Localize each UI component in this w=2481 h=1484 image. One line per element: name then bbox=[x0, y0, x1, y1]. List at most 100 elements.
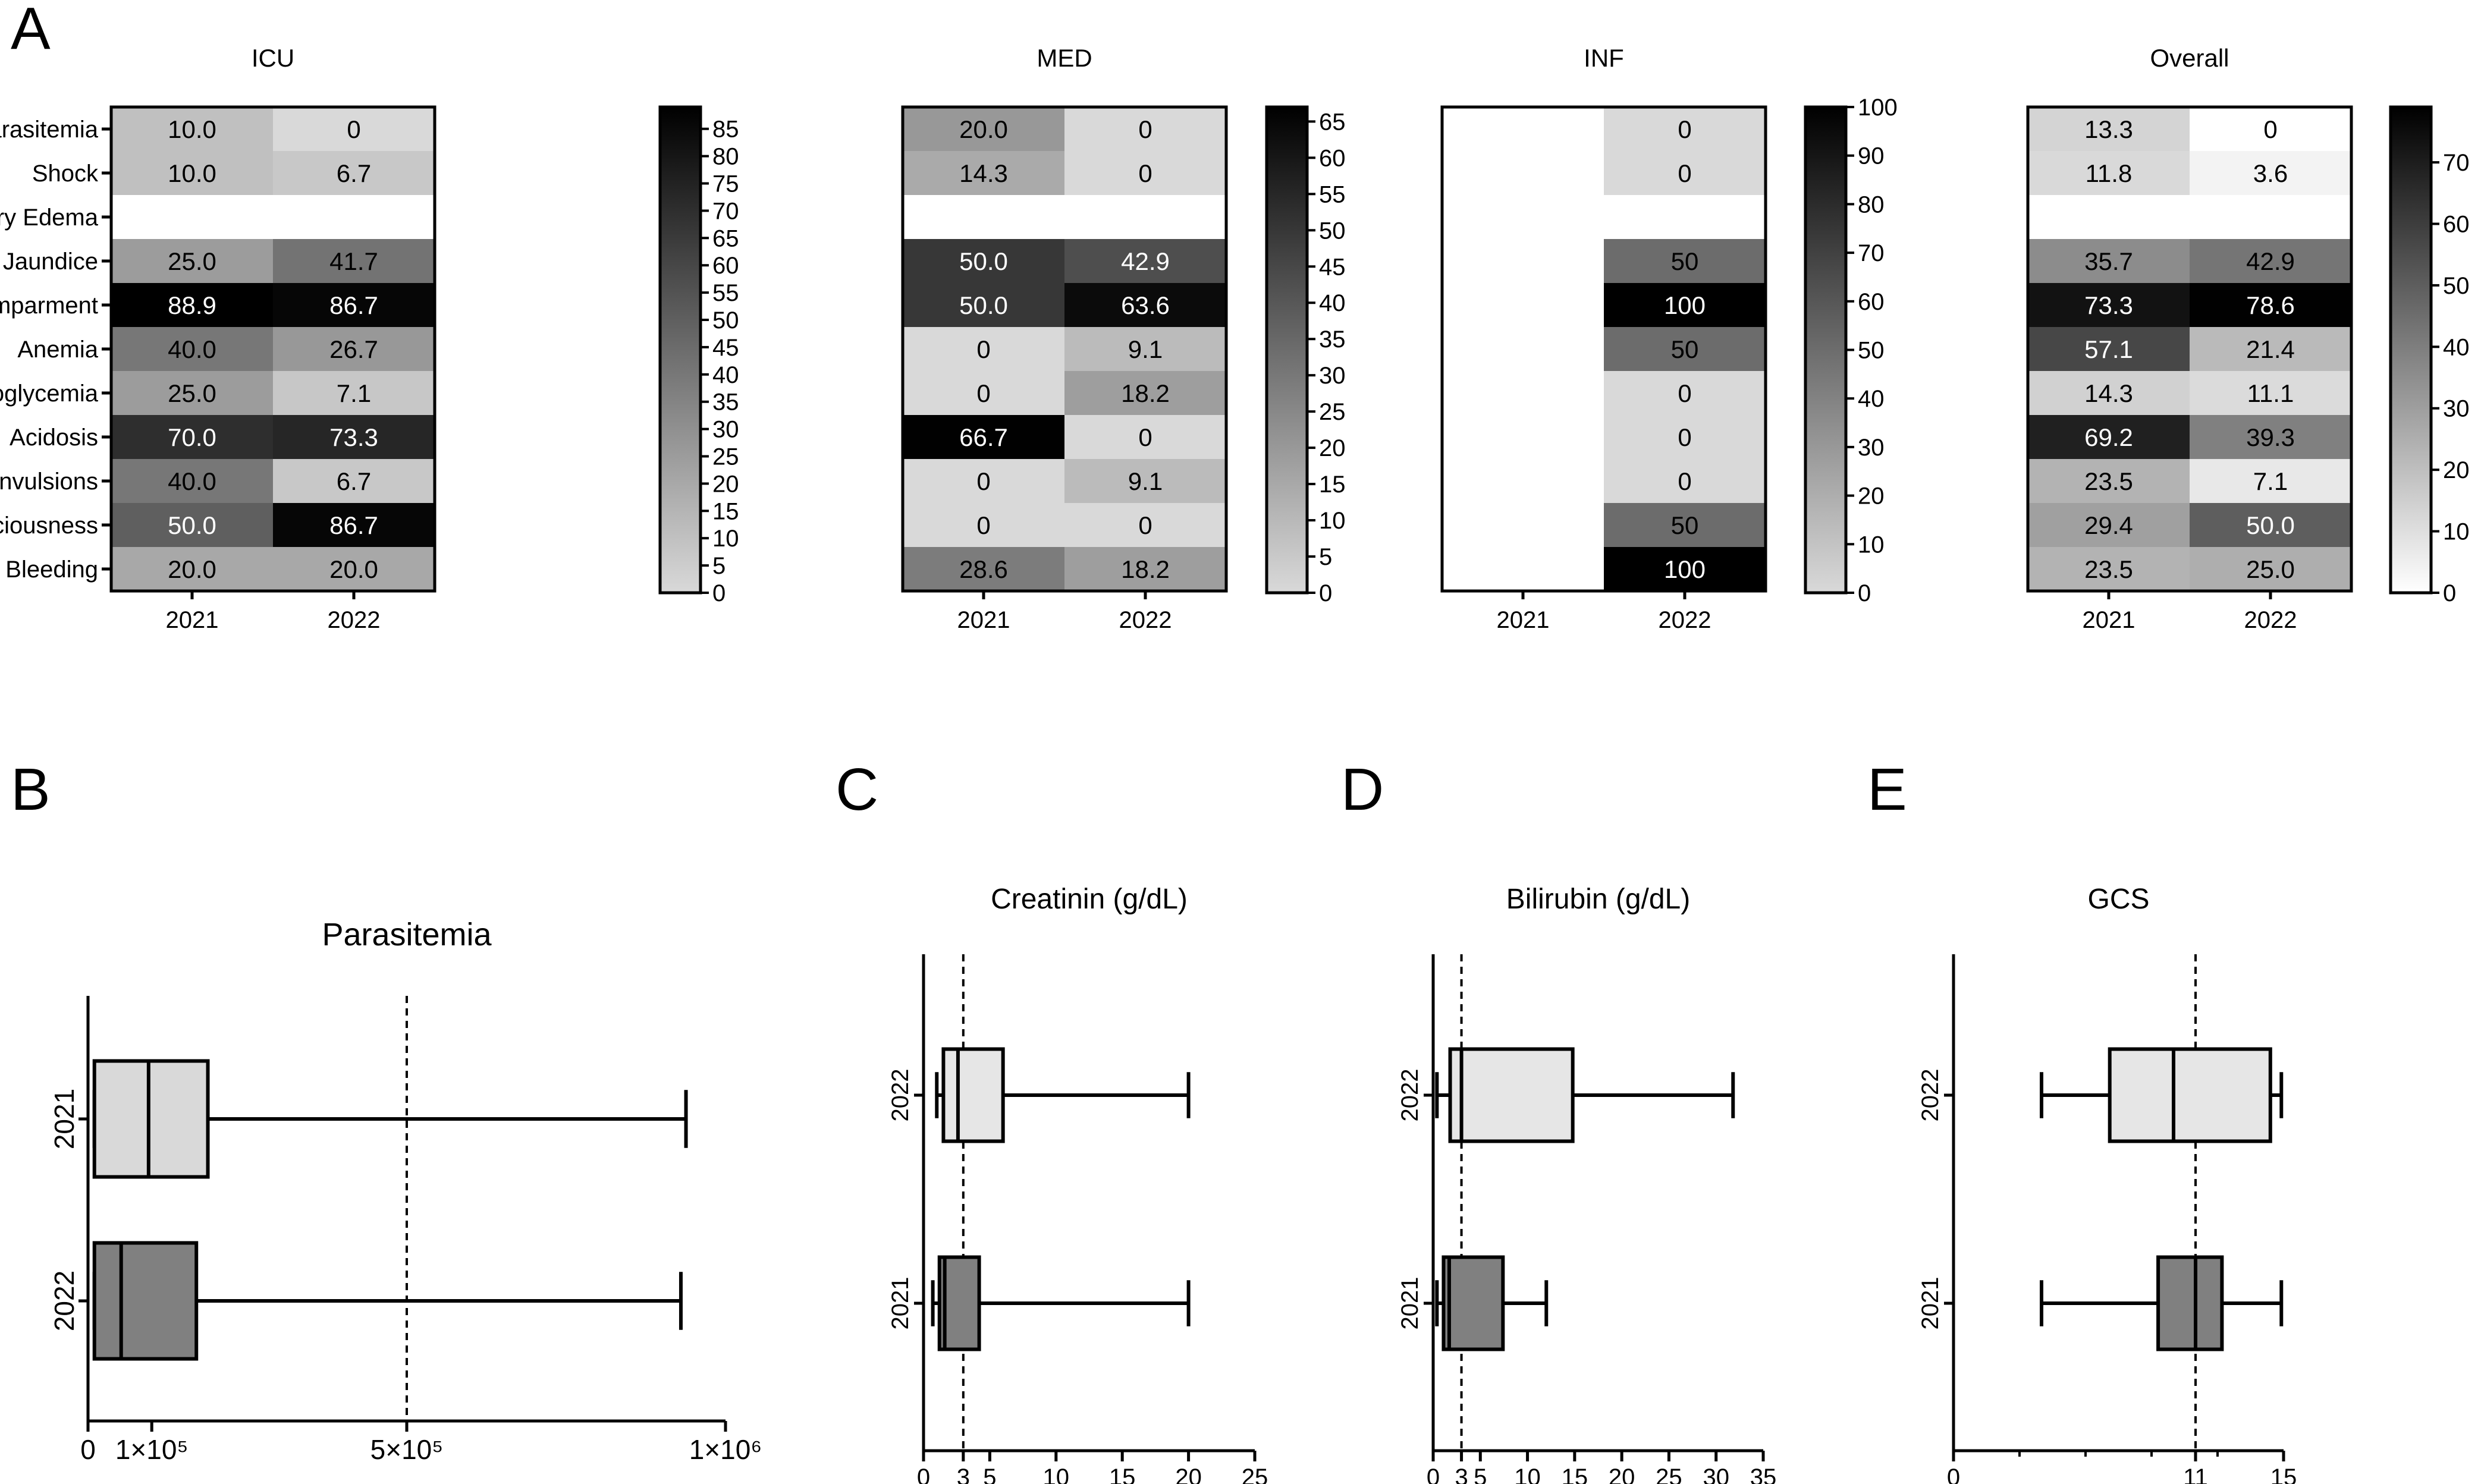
heatmap-cell bbox=[903, 327, 1064, 371]
heatmap-cell-value: 18.2 bbox=[1121, 379, 1170, 407]
heatmap-cell-value: 0 bbox=[976, 467, 990, 495]
heatmap-cell bbox=[1064, 503, 1226, 547]
heatmap-cell-value: 40.0 bbox=[168, 467, 216, 495]
colorbar-tick-label: 25 bbox=[1319, 399, 1346, 425]
heatmap-cell-value: 42.9 bbox=[2246, 247, 2295, 275]
colorbar-tick-label: 60 bbox=[712, 253, 739, 279]
y-category-label-2022: 2022 bbox=[887, 1069, 913, 1122]
heatmap-cell-value: 0 bbox=[1678, 467, 1691, 495]
heatmap-cell bbox=[1442, 547, 1604, 591]
heatmap-cell bbox=[273, 283, 435, 327]
heatmap-col-label-2021: 2021 bbox=[166, 607, 219, 633]
heatmap-cell-value: 50.0 bbox=[959, 247, 1008, 275]
heatmap-cell-value: 86.7 bbox=[329, 291, 378, 319]
heatmap-cell-value: 70.0 bbox=[168, 423, 216, 451]
colorbar bbox=[658, 105, 702, 595]
panel-label-d: D bbox=[1341, 756, 1384, 823]
heatmap-cell bbox=[2028, 283, 2190, 327]
heatmap-overall: Overall 13.3 0 11.8 3.6 35.7 42.9 73.3 78.6 57.1 2… bbox=[2026, 44, 2470, 633]
x-tick-label: 0 bbox=[1427, 1464, 1440, 1484]
heatmap-cell-value: 20.0 bbox=[168, 555, 216, 583]
x-tick-label: 5 bbox=[1474, 1464, 1487, 1484]
heatmap-cell bbox=[111, 239, 273, 283]
heatmap-cell bbox=[111, 503, 273, 547]
y-category-label-2022: 2022 bbox=[1917, 1069, 1943, 1122]
colorbar-tick-label: 10 bbox=[1858, 532, 1885, 558]
heatmap-cell-value: 0 bbox=[2263, 115, 2277, 143]
heatmap-cell-value: 25.0 bbox=[168, 379, 216, 407]
heatmap-row-label-shock: Shock bbox=[32, 161, 99, 187]
colorbar-tick-label: 5 bbox=[712, 553, 726, 579]
colorbar-tick-label: 45 bbox=[712, 335, 739, 361]
heatmap-cell-value: 6.7 bbox=[337, 159, 371, 187]
heatmap-cell-value: 100 bbox=[1664, 291, 1706, 319]
colorbar-tick-label: 75 bbox=[712, 171, 739, 197]
heatmap-cell bbox=[2190, 459, 2351, 503]
colorbar-tick-label: 30 bbox=[1319, 363, 1346, 389]
colorbar-tick-label: 10 bbox=[712, 526, 739, 552]
heatmap-cell bbox=[273, 415, 435, 459]
colorbar-tick-label: 40 bbox=[712, 362, 739, 388]
x-tick-label: 20 bbox=[1609, 1464, 1635, 1484]
colorbar-tick-label: 30 bbox=[712, 417, 739, 443]
colorbar-tick-label: 5 bbox=[1319, 544, 1332, 570]
heatmap-cell-value: 0 bbox=[1678, 423, 1691, 451]
heatmap-cell bbox=[111, 371, 273, 415]
colorbar-tick-label: 10 bbox=[2443, 519, 2470, 545]
heatmap-cell bbox=[1604, 327, 1766, 371]
heatmap-cell-value: 0 bbox=[1678, 159, 1691, 187]
heatmap-cell-value: 11.1 bbox=[2247, 379, 2294, 407]
heatmap-cell-value: 13.3 bbox=[2084, 115, 2133, 143]
colorbar-tick-label: 35 bbox=[1319, 326, 1346, 353]
heatmap-cell bbox=[2028, 151, 2190, 195]
colorbar-tick-label: 50 bbox=[1858, 338, 1885, 364]
heatmap-inf: INF 0 0 50 100 50 0 0 0 50 100 2021 2022 0 10 20 30 40 50 6… bbox=[1440, 44, 1898, 633]
colorbar-tick-label: 0 bbox=[1858, 580, 1871, 606]
x-tick-label: 1×10⁶ bbox=[689, 1434, 762, 1465]
heatmap-cell-value: 7.1 bbox=[2253, 467, 2288, 495]
heatmap-cell bbox=[2028, 327, 2190, 371]
heatmap-cell bbox=[1604, 459, 1766, 503]
heatmap-cell-value: 42.9 bbox=[1121, 247, 1170, 275]
heatmap-cell bbox=[1604, 195, 1766, 239]
heatmap-cell-value: 41.7 bbox=[329, 247, 378, 275]
heatmap-cell bbox=[1604, 151, 1766, 195]
heatmap-cell-value: 0 bbox=[976, 511, 990, 539]
colorbar-tick-label: 0 bbox=[1319, 580, 1332, 606]
box-2022 bbox=[92, 1241, 199, 1361]
x-tick-label: 25 bbox=[1242, 1464, 1268, 1484]
heatmap-cell-value: 0 bbox=[1678, 115, 1691, 143]
heatmap-cell-value: 9.1 bbox=[1128, 467, 1163, 495]
heatmap-cell-value: 26.7 bbox=[329, 335, 378, 363]
heatmap-cell-value: 18.2 bbox=[1121, 555, 1170, 583]
boxplot-parasitemia: Parasitemia 0 1×10⁵ 5×10⁵ 1×10⁶ 2021 2022 bbox=[49, 917, 762, 1465]
heatmap-cell-value: 23.5 bbox=[2084, 467, 2133, 495]
heatmap-row-label-active-bleeding: Active Bleeding bbox=[0, 556, 98, 583]
x-tick-label: 0 bbox=[917, 1464, 930, 1484]
heatmap-row-label-hypoglycemia: Hypoglycemia bbox=[0, 381, 99, 407]
colorbar-tick-label: 55 bbox=[1319, 181, 1346, 207]
heatmap-row-label-anemia: Anemia bbox=[17, 337, 98, 363]
heatmap-cell-value: 11.8 bbox=[2086, 159, 2133, 187]
heatmap-cell-value: 35.7 bbox=[2084, 247, 2133, 275]
heatmap-row-label-jaundice: Jaundice bbox=[3, 249, 98, 275]
colorbar-tick-label: 60 bbox=[1858, 289, 1885, 315]
heatmap-cell-value: 39.3 bbox=[2246, 423, 2295, 451]
heatmap-cell bbox=[903, 107, 1064, 151]
heatmap-cell-value: 50 bbox=[1671, 511, 1699, 539]
heatmap-cell bbox=[1604, 239, 1766, 283]
panel-label-a: A bbox=[11, 0, 51, 62]
colorbar-tick-label: 90 bbox=[1858, 143, 1885, 169]
heatmap-row-label-renal-imparment: Renal Imparment bbox=[0, 293, 98, 319]
heatmap-title: MED bbox=[1037, 44, 1092, 72]
y-category-label-2021: 2021 bbox=[1917, 1277, 1943, 1330]
heatmap-cell-value: 78.6 bbox=[2246, 291, 2295, 319]
x-tick-label: 1×10⁵ bbox=[115, 1434, 189, 1465]
heatmap-cell bbox=[1064, 459, 1226, 503]
heatmap-cell bbox=[2028, 547, 2190, 591]
heatmap-cell bbox=[903, 459, 1064, 503]
heatmap-cell bbox=[1442, 239, 1604, 283]
heatmap-cell bbox=[111, 415, 273, 459]
heatmap-cell bbox=[1064, 195, 1226, 239]
